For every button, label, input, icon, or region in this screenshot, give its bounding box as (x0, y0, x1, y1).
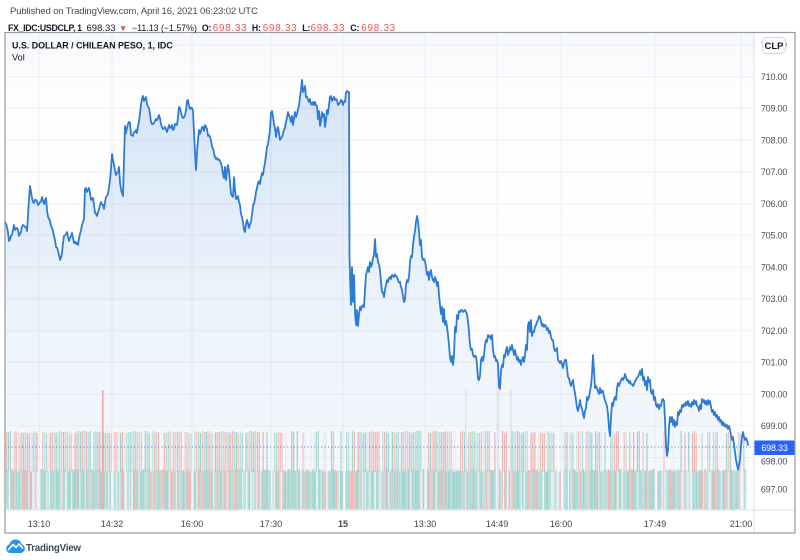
svg-text:14:32: 14:32 (101, 519, 124, 529)
svg-text:710.00: 710.00 (761, 72, 788, 82)
svg-text:U.S. DOLLAR / CHILEAN PESO, 1,: U.S. DOLLAR / CHILEAN PESO, 1, IDC (12, 41, 173, 51)
svg-text:708.00: 708.00 (761, 135, 788, 145)
svg-text:699.00: 699.00 (761, 421, 788, 431)
svg-text:TradingView: TradingView (26, 543, 81, 554)
svg-text:706.00: 706.00 (761, 199, 788, 209)
svg-text:16:00: 16:00 (181, 519, 204, 529)
svg-text:16:00: 16:00 (550, 519, 573, 529)
svg-text:697.00: 697.00 (761, 485, 788, 495)
svg-text:14:49: 14:49 (486, 519, 509, 529)
svg-text:707.00: 707.00 (761, 167, 788, 177)
svg-text:21:00: 21:00 (730, 519, 753, 529)
svg-text:17:30: 17:30 (260, 519, 283, 529)
svg-text:698.00: 698.00 (761, 457, 788, 467)
svg-text:700.00: 700.00 (761, 389, 788, 399)
svg-text:13:30: 13:30 (414, 519, 437, 529)
svg-text:704.00: 704.00 (761, 262, 788, 272)
svg-text:Vol: Vol (12, 53, 25, 63)
svg-text:709.00: 709.00 (761, 104, 788, 114)
svg-text:13:10: 13:10 (28, 519, 51, 529)
svg-text:CLP: CLP (765, 41, 785, 52)
svg-text:701.00: 701.00 (761, 358, 788, 368)
svg-text:702.00: 702.00 (761, 326, 788, 336)
svg-text:Published on TradingView.com,: Published on TradingView.com, April 16, … (10, 6, 258, 17)
svg-text:15: 15 (338, 519, 348, 529)
svg-text:698.33: 698.33 (761, 443, 788, 453)
svg-text:703.00: 703.00 (761, 294, 788, 304)
svg-text:705.00: 705.00 (761, 231, 788, 241)
svg-text:17:49: 17:49 (644, 519, 667, 529)
